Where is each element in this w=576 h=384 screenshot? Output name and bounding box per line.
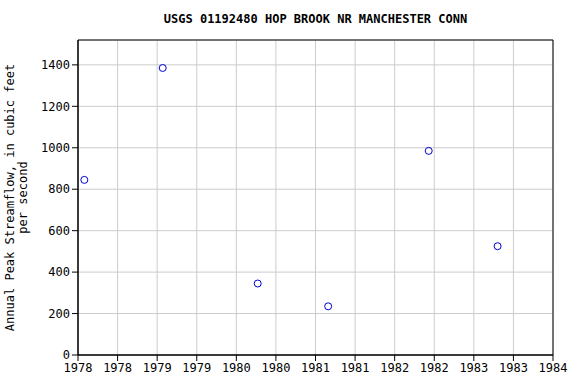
svg-text:400: 400 bbox=[48, 265, 70, 279]
svg-text:0: 0 bbox=[63, 348, 70, 362]
svg-text:1000: 1000 bbox=[41, 141, 70, 155]
svg-text:per second: per second bbox=[16, 161, 30, 233]
svg-text:1983: 1983 bbox=[499, 361, 528, 375]
svg-text:1984: 1984 bbox=[539, 361, 568, 375]
svg-text:1981: 1981 bbox=[301, 361, 330, 375]
svg-text:1200: 1200 bbox=[41, 100, 70, 114]
svg-text:1981: 1981 bbox=[341, 361, 370, 375]
svg-text:1980: 1980 bbox=[261, 361, 290, 375]
svg-text:1983: 1983 bbox=[459, 361, 488, 375]
svg-text:1980: 1980 bbox=[222, 361, 251, 375]
svg-text:1978: 1978 bbox=[103, 361, 132, 375]
svg-text:1979: 1979 bbox=[143, 361, 172, 375]
svg-text:1982: 1982 bbox=[420, 361, 449, 375]
svg-text:1400: 1400 bbox=[41, 58, 70, 72]
svg-text:600: 600 bbox=[48, 224, 70, 238]
svg-text:1979: 1979 bbox=[182, 361, 211, 375]
svg-text:1982: 1982 bbox=[380, 361, 409, 375]
svg-text:800: 800 bbox=[48, 182, 70, 196]
html-text:USGS 01192480 HOP BROOK NR MAN: USGS 01192480 HOP BROOK NR MANCHESTER CO… bbox=[163, 12, 468, 26]
svg-text:200: 200 bbox=[48, 307, 70, 321]
svg-text:1978: 1978 bbox=[64, 361, 93, 375]
